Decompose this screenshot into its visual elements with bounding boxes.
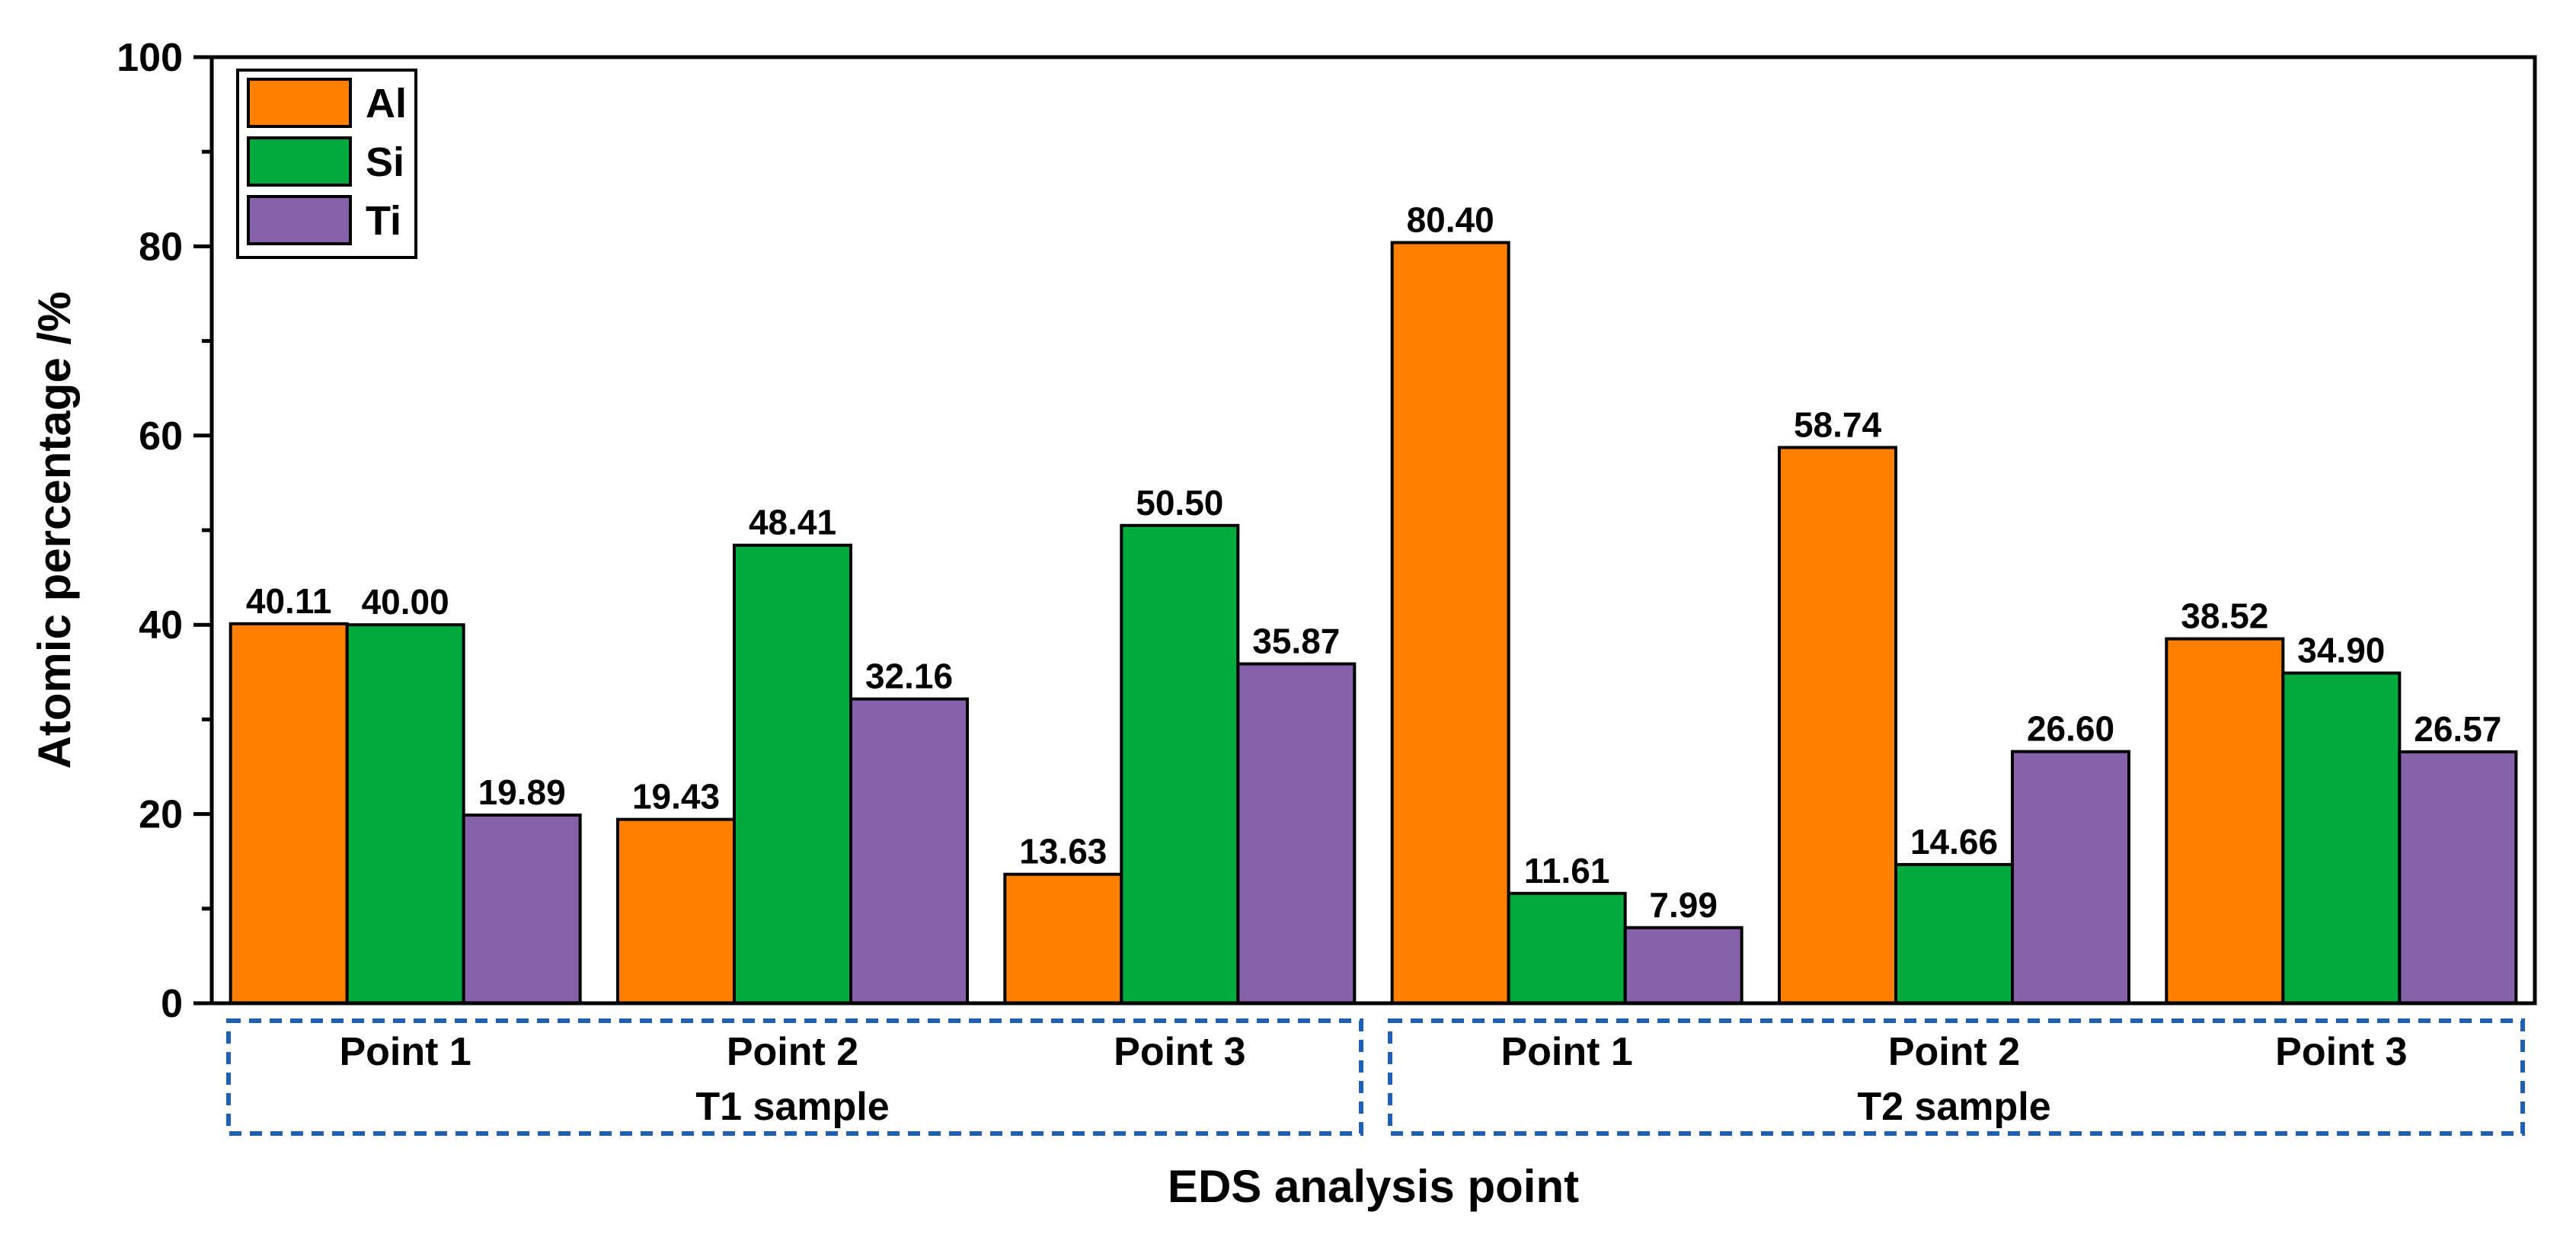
data-label-si-6: 34.90 — [2297, 631, 2385, 670]
data-label-si-3: 50.50 — [1136, 483, 1223, 523]
legend-label-al: Al — [366, 81, 407, 126]
bar-si-5 — [1894, 862, 2014, 1006]
sample-groups: T1 sample T2 sample — [226, 1018, 2525, 1136]
bar-al-3 — [1003, 872, 1123, 1006]
legend-swatch-al — [247, 78, 352, 128]
y-tick-label: 80 — [139, 225, 183, 269]
bar-al-2 — [616, 817, 736, 1006]
category-label-4: Point 1 — [1501, 1030, 1632, 1074]
data-label-al-3: 13.63 — [1019, 832, 1107, 871]
y-axis: 0 20 40 60 80 100 — [117, 36, 212, 1026]
y-tick-label: 100 — [117, 36, 183, 80]
y-tick-label: 0 — [161, 982, 183, 1026]
data-label-ti-3: 35.87 — [1252, 621, 1340, 660]
x-axis-label: EDS analysis point — [1168, 1161, 1579, 1212]
bar-ti-2 — [849, 697, 969, 1005]
data-label-ti-2: 32.16 — [865, 657, 953, 696]
data-label-ti-5: 26.60 — [2027, 709, 2114, 749]
bar-al-5 — [1778, 446, 1897, 1005]
y-axis-label: Atomic percentage /% — [29, 292, 80, 769]
legend-label-ti: Ti — [366, 198, 401, 244]
data-label-si-5: 14.66 — [1910, 822, 1998, 862]
bar-ti-6 — [2398, 750, 2518, 1005]
sample-group-box-2 — [1388, 1018, 2525, 1136]
legend-swatch-si — [247, 136, 352, 187]
data-label-si-2: 48.41 — [749, 503, 836, 542]
sample-group-label-1: T1 sample — [695, 1085, 889, 1129]
x-axis-categories: Point 1 Point 2 Point 3 Point 1 Point 2 Point… — [339, 1030, 2407, 1074]
data-label-al-4: 80.40 — [1407, 200, 1494, 239]
y-tick-label: 60 — [139, 414, 183, 459]
bar-si-2 — [733, 543, 852, 1005]
data-label-ti-1: 19.89 — [478, 772, 566, 812]
bar-marks — [229, 241, 2518, 1006]
category-label-3: Point 3 — [1114, 1030, 1245, 1074]
data-label-ti-4: 7.99 — [1649, 885, 1718, 925]
data-label-al-2: 19.43 — [632, 777, 720, 817]
bar-al-1 — [229, 622, 349, 1005]
bar-si-1 — [345, 623, 465, 1005]
bar-ti-5 — [2011, 750, 2130, 1005]
bar-al-4 — [1390, 241, 1510, 1005]
legend-label-si: Si — [366, 139, 404, 185]
data-label-si-4: 11.61 — [1524, 851, 1610, 890]
sample-group-box-1 — [226, 1018, 1363, 1136]
legend-swatch-ti — [247, 195, 352, 245]
bar-si-4 — [1507, 891, 1627, 1006]
category-label-1: Point 1 — [339, 1030, 471, 1074]
sample-group-label-2: T2 sample — [1857, 1085, 2050, 1129]
bar-ti-4 — [1623, 926, 1743, 1005]
data-label-al-5: 58.74 — [1794, 404, 1882, 444]
bar-ti-1 — [462, 813, 582, 1005]
y-tick-label: 40 — [139, 603, 183, 647]
data-label-al-1: 40.11 — [246, 581, 332, 621]
data-labels: 40.11 19.43 13.63 80.40 58.74 38.52 40.00 48.41… — [246, 200, 2502, 924]
category-label-6: Point 3 — [2275, 1030, 2407, 1074]
y-tick-label: 20 — [139, 793, 183, 837]
bar-si-6 — [2281, 671, 2402, 1005]
bar-si-3 — [1120, 523, 1240, 1005]
category-label-2: Point 2 — [727, 1030, 858, 1074]
bar-ti-3 — [1236, 662, 1357, 1006]
data-label-ti-6: 26.57 — [2414, 709, 2501, 749]
category-label-5: Point 2 — [1888, 1030, 2020, 1074]
data-label-al-6: 38.52 — [2181, 596, 2268, 636]
bar-al-6 — [2165, 637, 2285, 1005]
legend: Al Si Ti — [236, 69, 417, 259]
data-label-si-1: 40.00 — [362, 582, 449, 622]
